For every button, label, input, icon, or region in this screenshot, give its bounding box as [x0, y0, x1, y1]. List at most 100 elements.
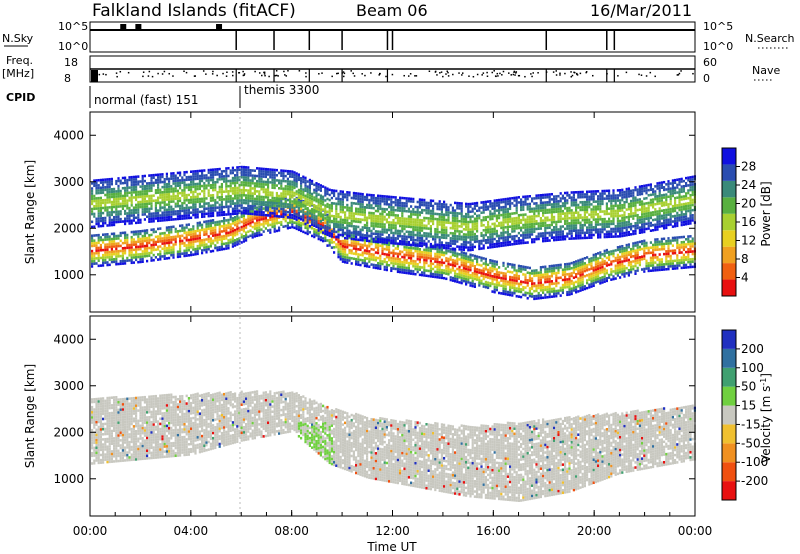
power-cell	[465, 254, 468, 258]
power-cell	[478, 263, 481, 267]
power-cell	[231, 189, 234, 193]
power-cell	[396, 270, 399, 274]
power-cell	[194, 208, 197, 211]
power-cell	[515, 201, 518, 205]
nave-dot	[446, 70, 448, 73]
power-cell	[392, 249, 395, 252]
power-cell	[236, 209, 239, 213]
power-cell	[183, 188, 186, 192]
power-cell	[225, 219, 228, 222]
power-cell	[174, 182, 177, 185]
power-cell	[97, 238, 100, 242]
power-cell	[152, 248, 155, 252]
power-cell	[436, 212, 439, 216]
power-cell	[251, 233, 254, 237]
power-cell	[390, 256, 393, 260]
power-cell	[487, 283, 490, 287]
power-cell	[403, 207, 406, 210]
power-cell	[159, 191, 162, 194]
power-cell	[410, 225, 413, 229]
power-cell	[414, 267, 417, 271]
power-cell	[489, 258, 492, 262]
power-cell	[201, 238, 204, 242]
power-cell	[374, 256, 377, 259]
power-cell	[253, 214, 256, 218]
power-cell	[168, 210, 171, 214]
power-cell	[247, 202, 250, 205]
power-cell	[260, 172, 263, 176]
power-cell	[482, 285, 485, 288]
power-cell	[359, 233, 362, 237]
power-cell	[522, 285, 525, 289]
power-cell	[185, 214, 188, 217]
power-cell	[260, 198, 263, 201]
power-cell	[141, 182, 144, 186]
power-cell	[99, 196, 102, 200]
power-cell	[198, 169, 201, 173]
power-cell	[242, 194, 245, 197]
power-cell	[93, 259, 96, 263]
power-cell	[251, 205, 254, 208]
power-cell	[344, 245, 347, 249]
power-cell	[256, 200, 259, 203]
power-cell	[245, 212, 248, 215]
power-cell	[308, 220, 311, 224]
power-cell	[269, 218, 272, 222]
power-cell	[190, 243, 193, 247]
power-cell	[115, 250, 118, 253]
power-cell	[352, 239, 355, 243]
power-cell	[328, 209, 331, 212]
power-cell	[183, 249, 186, 253]
power-cell	[381, 212, 384, 216]
power-cell	[513, 274, 516, 277]
nave-dot	[364, 74, 366, 77]
power-cell	[146, 187, 149, 190]
power-cell	[443, 231, 446, 234]
power-cell	[205, 186, 208, 190]
power-cell	[172, 248, 175, 252]
power-cell	[405, 225, 408, 228]
power-cell	[119, 234, 122, 237]
power-cell	[515, 294, 518, 298]
power-cell	[473, 217, 476, 221]
nave-dot	[447, 71, 449, 74]
power-cell	[315, 187, 318, 190]
power-cell	[361, 198, 364, 201]
power-cell	[256, 184, 259, 188]
power-cell	[504, 202, 507, 206]
power-cell	[141, 195, 144, 198]
power-cell	[302, 175, 305, 179]
power-cell	[168, 213, 171, 216]
power-cell	[293, 171, 296, 174]
power-cell	[401, 263, 404, 266]
power-cell	[284, 210, 287, 214]
nave-dot	[513, 71, 515, 74]
nave-dot	[216, 74, 218, 77]
power-cell	[462, 272, 465, 275]
power-cell	[502, 205, 505, 209]
nave-dot	[555, 70, 558, 72]
power-cell	[209, 224, 212, 228]
power-cell	[414, 244, 417, 247]
power-cell	[95, 181, 98, 185]
power-cell	[242, 176, 245, 179]
power-cell	[524, 200, 527, 204]
power-cell	[264, 203, 267, 207]
power-cell	[451, 266, 454, 270]
power-cell	[350, 234, 353, 237]
power-cell	[451, 253, 454, 257]
power-cell	[489, 261, 492, 265]
power-cell	[181, 207, 184, 210]
power-cell	[412, 241, 415, 244]
power-cell	[509, 293, 512, 297]
power-cell	[478, 271, 481, 274]
power-cell	[355, 230, 358, 234]
power-cell	[432, 199, 435, 203]
power-cell	[225, 237, 228, 240]
power-cell	[183, 199, 186, 202]
power-cell	[110, 203, 113, 206]
power-cell	[306, 193, 309, 196]
power-cell	[401, 219, 404, 223]
power-cell	[300, 187, 303, 190]
